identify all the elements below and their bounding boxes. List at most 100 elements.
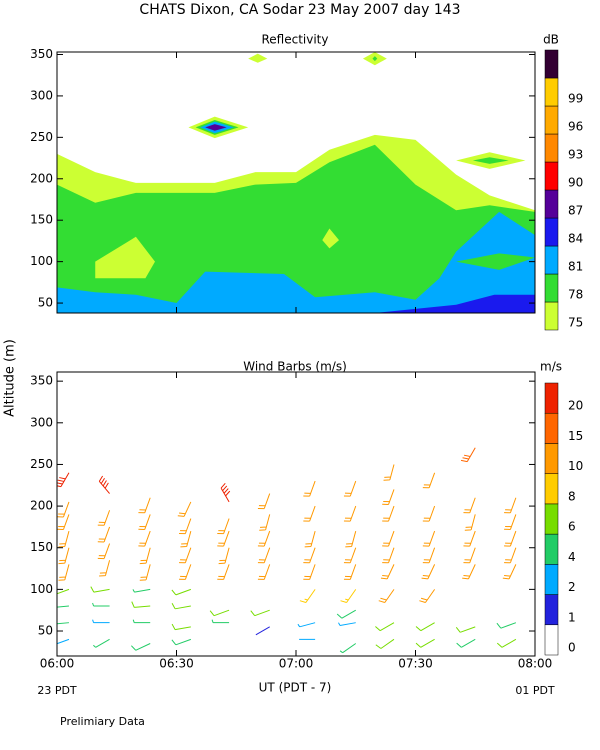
wind-barb	[297, 622, 316, 628]
colorbar-tick-label: 8	[568, 489, 576, 503]
wind-barb	[463, 547, 476, 564]
wind-barb	[218, 547, 230, 565]
wind-barb	[57, 501, 70, 518]
wind-barb	[382, 547, 395, 564]
colorbar-segment	[544, 624, 559, 656]
colorbar-segment	[544, 77, 559, 107]
wind-barb	[339, 643, 357, 654]
contour-region	[248, 53, 268, 63]
wind-barb	[460, 447, 476, 463]
wind-barb	[336, 609, 357, 619]
wind-barb	[180, 530, 192, 548]
wind-barb	[383, 464, 395, 481]
wind-barb	[422, 505, 436, 522]
contour-region	[456, 253, 535, 270]
colorbar-segment	[544, 273, 559, 303]
wind-barb	[502, 564, 517, 580]
colorbar-segment	[544, 382, 559, 414]
contour-region	[95, 236, 155, 279]
wind-barb	[343, 505, 357, 522]
contour-region	[374, 294, 535, 313]
wind-barb	[93, 638, 110, 648]
wind-barb	[456, 638, 476, 648]
wind-barb	[130, 643, 151, 651]
colorbar-tick-label: 96	[568, 120, 583, 134]
y-axis-label: Altitude (m)	[3, 339, 18, 417]
wind-barb	[462, 564, 476, 580]
wind-barb	[57, 622, 69, 625]
wind-barb	[303, 564, 316, 580]
colorbar-tick-label: 75	[568, 316, 583, 330]
contour-region	[57, 144, 535, 313]
wind-barb	[97, 510, 111, 526]
wind-barb	[211, 619, 230, 624]
colorbar-tick-label: 90	[568, 176, 583, 190]
wind-barb	[217, 518, 230, 535]
colorbar-segment	[544, 189, 559, 219]
wind-barb	[378, 589, 395, 603]
wind-barb	[209, 609, 230, 617]
y-tick-label: 200	[30, 171, 53, 185]
page-title: CHATS Dixon, CA Sodar 23 May 2007 day 14…	[139, 2, 460, 18]
wind-barb	[382, 505, 395, 522]
wind-barb	[303, 547, 316, 564]
colorbar-tick-label: 1	[568, 610, 576, 624]
contour-region	[205, 124, 227, 131]
colorbar-tick-label: 78	[568, 288, 583, 302]
wind-barb	[422, 547, 436, 564]
wind-barb	[58, 530, 70, 548]
y-tick-label: 300	[30, 88, 53, 102]
wind-barb	[179, 547, 192, 564]
contour-regions	[57, 52, 535, 313]
wind-barb	[382, 530, 395, 547]
wind-barb	[345, 530, 357, 548]
wind-barbs	[57, 447, 517, 654]
wind-barb	[97, 526, 111, 543]
y-tick-label: 250	[30, 130, 53, 144]
contour-region	[472, 157, 509, 164]
wind-barb	[92, 619, 110, 624]
x-tick-label: 06:30	[159, 657, 194, 671]
wind-barb	[97, 543, 111, 560]
wind-barb	[217, 564, 230, 580]
colorbar-tick-label: 84	[568, 232, 583, 246]
wind-barb	[90, 586, 110, 593]
wind-barb	[58, 564, 70, 581]
contour-region	[322, 228, 340, 249]
wind-barb	[343, 547, 357, 564]
wind-barb	[139, 547, 151, 565]
wind-barb	[463, 530, 476, 547]
colorbar-tick-label: 93	[568, 148, 583, 162]
wind-barb	[375, 622, 395, 632]
colorbar-segment	[544, 564, 559, 595]
colorbar-segment	[544, 473, 559, 505]
wind-barb	[257, 493, 271, 510]
wind-barb	[138, 514, 151, 530]
wind-barb	[504, 497, 517, 514]
wind-barb	[57, 605, 69, 608]
colorbar-segment	[544, 161, 559, 191]
wind-barb	[257, 547, 271, 564]
colorbar-segment	[544, 533, 559, 565]
colorbar-segment	[544, 105, 559, 135]
wind-barb	[58, 547, 70, 565]
wind-barb	[419, 589, 436, 603]
colorbar-tick-label: 4	[568, 550, 576, 564]
y-tick-label: 300	[30, 415, 53, 429]
colorbar-tick-label: 87	[568, 204, 583, 218]
wind-barb	[171, 588, 192, 596]
wind-barb	[303, 505, 316, 522]
colorbar-tick-label: 10	[568, 459, 583, 473]
wind-barb	[421, 564, 436, 580]
wind-barb	[464, 514, 476, 531]
colorbar-segment	[544, 217, 559, 247]
wind-barb	[257, 530, 271, 547]
wind-barb	[99, 560, 111, 577]
contour-region	[372, 56, 378, 62]
wind-barb	[415, 638, 435, 648]
y-tick-label: 350	[30, 47, 53, 61]
wind-barb	[455, 626, 476, 633]
wind-barb	[422, 472, 436, 489]
wind-barb	[259, 514, 271, 531]
